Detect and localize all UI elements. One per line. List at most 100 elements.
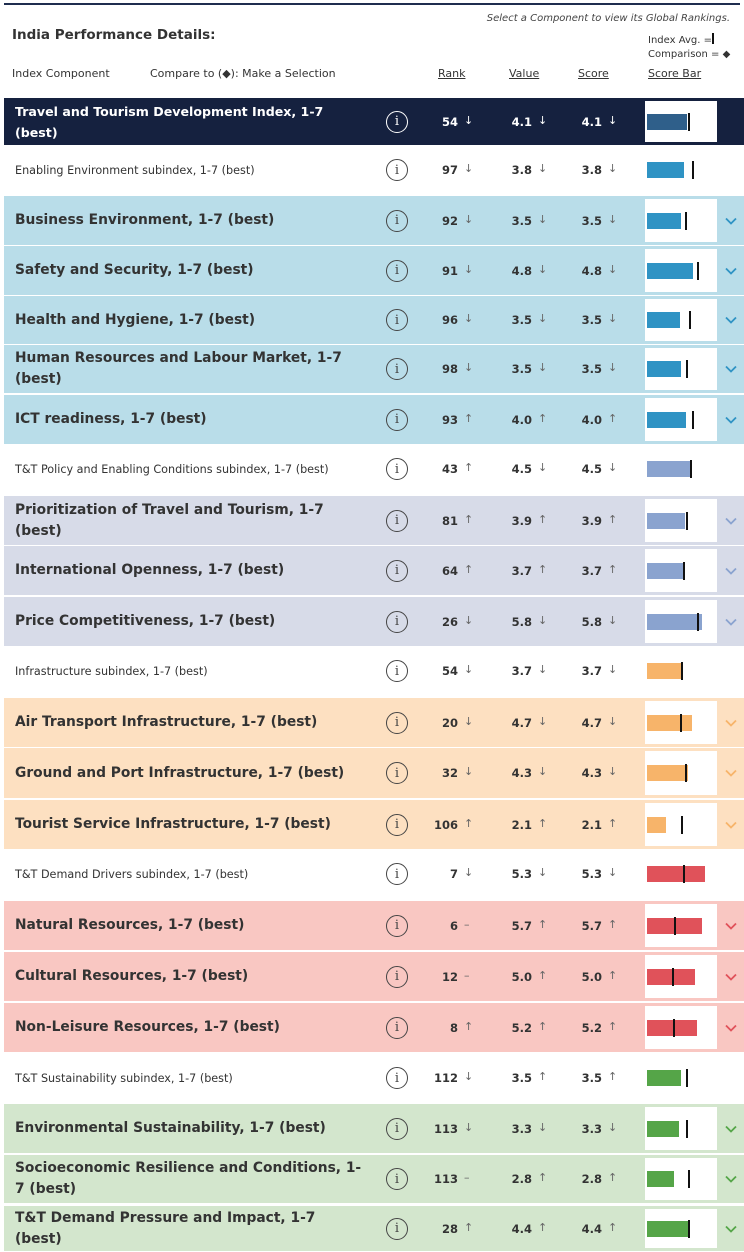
score-bar-fill — [647, 968, 695, 985]
info-icon[interactable]: i — [386, 110, 408, 133]
score-bar[interactable] — [645, 955, 717, 998]
pillar-row[interactable]: International Openness, 1-7 (best) i 64 ↑ 3.… — [4, 546, 744, 595]
index-row-main[interactable]: Travel and Tourism Development Index, 1-… — [4, 98, 744, 145]
score-bar[interactable] — [645, 1107, 717, 1150]
chevron-down-icon[interactable] — [724, 214, 738, 228]
info-icon[interactable]: i — [386, 965, 408, 988]
col-value[interactable]: Value — [509, 67, 540, 80]
rank-trend-icon: ↓ — [464, 113, 474, 127]
score-bar[interactable] — [645, 101, 717, 142]
pillar-row[interactable]: Safety and Security, 1-7 (best) i 91 ↓ 4.8 ↓ 4… — [4, 246, 744, 295]
score-bar[interactable] — [645, 1209, 717, 1248]
chevron-down-icon[interactable] — [724, 313, 738, 327]
score-bar[interactable] — [645, 904, 717, 947]
chevron-down-icon[interactable] — [724, 970, 738, 984]
score-bar-fill — [647, 411, 686, 428]
pillar-row[interactable]: Human Resources and Labour Market, 1-7 (… — [4, 345, 744, 393]
score-bar[interactable] — [645, 499, 717, 542]
info-icon[interactable]: i — [386, 1217, 408, 1240]
info-icon[interactable]: i — [386, 408, 408, 431]
pillar-row[interactable]: Prioritization of Travel and Tourism, 1-… — [4, 496, 744, 545]
chevron-down-icon[interactable] — [724, 615, 738, 629]
chevron-down-icon[interactable] — [724, 1021, 738, 1035]
chevron-down-icon[interactable] — [724, 264, 738, 278]
chevron-down-icon[interactable] — [724, 766, 738, 780]
info-icon[interactable]: i — [386, 1067, 408, 1089]
score-bar[interactable] — [645, 651, 717, 691]
score-bar[interactable] — [645, 249, 717, 292]
chevron-down-icon[interactable] — [724, 514, 738, 528]
row-label: Natural Resources, 1-7 (best) — [15, 917, 245, 933]
pillar-row[interactable]: ICT readiness, 1-7 (best) i 93 ↑ 4.0 ↑ 4.0 ↑ — [4, 395, 744, 444]
info-icon[interactable]: i — [386, 610, 408, 633]
info-icon[interactable]: i — [386, 559, 408, 582]
score-bar[interactable] — [645, 854, 717, 894]
info-icon[interactable]: i — [386, 259, 408, 282]
pillar-row[interactable]: Natural Resources, 1-7 (best) i 6– 5.7 ↑ 5.7 ↑ — [4, 901, 744, 950]
pillar-row[interactable]: Cultural Resources, 1-7 (best) i 12– 5.0 ↑ 5.… — [4, 952, 744, 1001]
score-bar[interactable] — [645, 549, 717, 592]
pillar-row[interactable]: Air Transport Infrastructure, 1-7 (best)… — [4, 698, 744, 747]
pillar-row[interactable]: Health and Hygiene, 1-7 (best) i 96 ↓ 3.5 ↓ 3.… — [4, 296, 744, 344]
info-icon[interactable]: i — [386, 660, 408, 682]
pillar-row[interactable]: Environmental Sustainability, 1-7 (best)… — [4, 1104, 744, 1153]
subindex-row[interactable]: T&T Sustainability subindex, 1-7 (best) i… — [4, 1055, 744, 1101]
chevron-down-icon[interactable] — [724, 1122, 738, 1136]
row-label: T&T Demand Pressure and Impact, 1-7 (bes… — [15, 1209, 316, 1247]
info-icon[interactable]: i — [386, 458, 408, 480]
score-bar[interactable] — [645, 701, 717, 744]
chevron-down-icon[interactable] — [724, 716, 738, 730]
chevron-down-icon[interactable] — [724, 919, 738, 933]
info-icon[interactable]: i — [386, 863, 408, 885]
compare-selector[interactable]: Compare to (◆): Make a Selection — [150, 67, 336, 80]
score-bar[interactable] — [645, 149, 717, 191]
subindex-row[interactable]: Enabling Environment subindex, 1-7 (best… — [4, 146, 744, 194]
score-bar[interactable] — [645, 1058, 717, 1098]
score-bar[interactable] — [645, 751, 717, 795]
score-value: 3.5 — [581, 1071, 602, 1085]
chevron-down-icon[interactable] — [724, 362, 738, 376]
col-rank[interactable]: Rank — [438, 67, 466, 80]
col-score[interactable]: Score — [578, 67, 609, 80]
chevron-down-icon[interactable] — [724, 818, 738, 832]
info-icon[interactable]: i — [386, 309, 408, 331]
col-score-bar[interactable]: Score Bar — [648, 67, 702, 80]
score-bar[interactable] — [645, 1158, 717, 1200]
chevron-down-icon[interactable] — [724, 1172, 738, 1186]
score-bar[interactable] — [645, 1006, 717, 1049]
info-icon[interactable]: i — [386, 762, 408, 784]
info-icon[interactable]: i — [386, 1117, 408, 1140]
pillar-row[interactable]: Business Environment, 1-7 (best) i 92 ↓ 3.5 ↓… — [4, 196, 744, 245]
info-icon[interactable]: i — [386, 209, 408, 232]
index-avg-marker — [688, 1219, 690, 1238]
pillar-row[interactable]: Price Competitiveness, 1-7 (best) i 26 ↓ 5.8… — [4, 597, 744, 646]
info-icon[interactable]: i — [386, 358, 408, 380]
pillar-row[interactable]: Ground and Port Infrastructure, 1-7 (bes… — [4, 748, 744, 798]
pillar-row[interactable]: Tourist Service Infrastructure, 1-7 (bes… — [4, 800, 744, 849]
pillar-row[interactable]: Non-Leisure Resources, 1-7 (best) i 8 ↑ 5.2 ↑… — [4, 1003, 744, 1052]
score-bar[interactable] — [645, 348, 717, 390]
score-bar[interactable] — [645, 398, 717, 441]
score-bar[interactable] — [645, 803, 717, 846]
info-icon[interactable]: i — [386, 509, 408, 532]
chevron-down-icon[interactable] — [724, 1222, 738, 1236]
info-icon[interactable]: i — [386, 1016, 408, 1039]
pillar-row[interactable]: T&T Demand Pressure and Impact, 1-7 (bes… — [4, 1206, 744, 1251]
subindex-row[interactable]: T&T Policy and Enabling Conditions subin… — [4, 446, 744, 492]
info-icon[interactable]: i — [386, 914, 408, 937]
info-icon[interactable]: i — [386, 159, 408, 181]
info-icon[interactable]: i — [386, 813, 408, 836]
score-bar[interactable] — [645, 299, 717, 341]
subindex-row[interactable]: T&T Demand Drivers subindex, 1-7 (best) i… — [4, 851, 744, 897]
chevron-down-icon[interactable] — [724, 413, 738, 427]
info-icon[interactable]: i — [386, 711, 408, 734]
chevron-down-icon[interactable] — [724, 564, 738, 578]
score-bar[interactable] — [645, 600, 717, 643]
rank-trend-icon: – — [464, 968, 470, 982]
score-bar[interactable] — [645, 449, 717, 489]
pillar-row[interactable]: Socioeconomic Resilience and Conditions,… — [4, 1155, 744, 1203]
subindex-row[interactable]: Infrastructure subindex, 1-7 (best) i 54 ↓ 3… — [4, 648, 744, 694]
info-icon[interactable]: i — [386, 1168, 408, 1190]
index-avg-marker — [681, 662, 683, 680]
score-bar[interactable] — [645, 199, 717, 242]
